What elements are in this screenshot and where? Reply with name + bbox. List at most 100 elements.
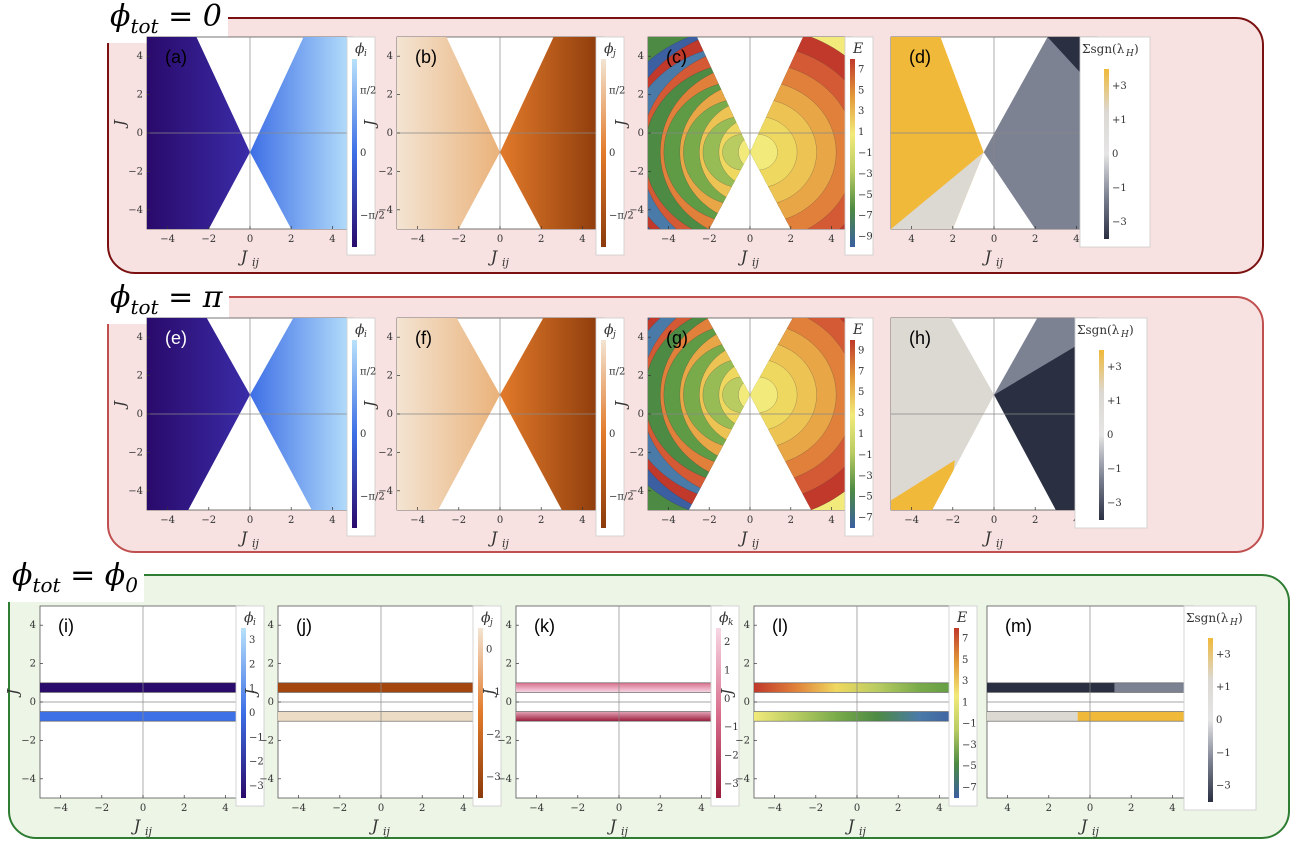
colorbar-title: E xyxy=(852,41,863,57)
x-tick-label: −4 xyxy=(160,234,175,245)
x-axis-label: J xyxy=(982,528,993,547)
y-tick-label: −4 xyxy=(629,205,644,216)
x-tick-label: 0 xyxy=(378,803,384,814)
colorbar-title: Σsgn(λ xyxy=(1186,611,1229,625)
band-upper-left xyxy=(987,682,1115,693)
x-axis-label: J xyxy=(845,816,856,835)
colorbar-tick-label: −1 xyxy=(962,719,977,730)
group-title-phi-tot-0: ϕtot = 0 xyxy=(104,0,228,43)
band-lower-right xyxy=(1077,711,1193,722)
energy-contours xyxy=(648,318,852,510)
y-tick-label: 4 xyxy=(638,51,644,62)
y-tick-label: −4 xyxy=(629,486,644,497)
y-tick-label: −2 xyxy=(378,166,393,177)
panel-label: (a) xyxy=(165,47,187,67)
colorbar-tick-label: π/2 xyxy=(609,85,625,96)
x-tick-label: −4 xyxy=(291,803,306,814)
x-axis-label: J xyxy=(488,528,499,547)
y-tick-label: 0 xyxy=(387,409,393,420)
colorbar-tick-label: +1 xyxy=(1216,682,1231,693)
colorbar-tick-label: +3 xyxy=(1216,649,1231,660)
y-tick-label: 4 xyxy=(137,332,143,343)
panel-label: (c) xyxy=(666,47,687,67)
colorbar-tick-label: −3 xyxy=(724,779,739,790)
y-tick-label: 2 xyxy=(638,371,644,382)
x-tick-label: 2 xyxy=(288,515,294,526)
colorbar-tick-label: −3 xyxy=(1107,498,1122,509)
x-tick-label: 2 xyxy=(1046,803,1052,814)
colorbar-gradient xyxy=(241,628,246,798)
x-axis-label-sub: ij xyxy=(252,256,260,269)
y-tick-label: 2 xyxy=(268,659,274,670)
colorbar-tick-label: 3 xyxy=(858,408,864,419)
x-tick-label: 0 xyxy=(140,803,146,814)
y-axis-label: J xyxy=(361,119,379,129)
y-tick-label: 4 xyxy=(506,620,512,631)
x-tick-label: 2 xyxy=(181,803,187,814)
colorbar-tick-label: 0 xyxy=(609,429,615,440)
y-tick-label: −2 xyxy=(259,735,274,746)
colorbar-tick-label: π/2 xyxy=(360,366,376,377)
colorbar-title-sub: k xyxy=(728,618,733,628)
y-axis-label: J xyxy=(4,688,22,698)
x-axis-label-sub: ij xyxy=(252,537,260,550)
colorbar-tick-label: −1 xyxy=(1107,464,1122,475)
colorbar-tick-label: 7 xyxy=(858,64,864,75)
y-tick-label: −2 xyxy=(629,166,644,177)
panel-label: (l) xyxy=(772,616,788,636)
colorbar-tick-label: +1 xyxy=(1112,115,1127,126)
x-axis-label: J xyxy=(1078,816,1089,835)
y-tick-label: −2 xyxy=(21,735,36,746)
colorbar-title-sub: H xyxy=(1125,49,1134,59)
y-tick-label: 2 xyxy=(387,90,393,101)
y-tick-label: −4 xyxy=(259,774,274,785)
x-axis-label: J xyxy=(131,816,142,835)
y-tick-label: 2 xyxy=(387,371,393,382)
colorbar-title-sub: i xyxy=(364,49,367,59)
colorbar-tick-label: 1 xyxy=(249,684,255,695)
colorbar-title: Σsgn(λ xyxy=(1082,42,1125,56)
colorbar-title: ϕ xyxy=(355,41,365,57)
x-tick-label: 4 xyxy=(329,234,335,245)
x-tick-label: 2 xyxy=(1032,515,1038,526)
panel-label: (k) xyxy=(534,616,555,636)
x-tick-label: 2 xyxy=(950,234,956,245)
x-axis-label: J xyxy=(738,247,749,266)
x-tick-label: 2 xyxy=(657,803,663,814)
y-tick-label: −2 xyxy=(128,166,143,177)
y-tick-label: 0 xyxy=(387,128,393,139)
colorbar-tick-label: −3 xyxy=(1112,217,1127,228)
y-axis-label: J xyxy=(612,119,630,129)
colorbar-tick-label: 2 xyxy=(724,637,730,648)
colorbar-tick-label: +1 xyxy=(1107,396,1122,407)
colorbar-gradient xyxy=(716,628,721,798)
colorbar-tick-label: −π/2 xyxy=(609,211,634,222)
y-tick-label: 2 xyxy=(30,659,36,670)
x-tick-label: 4 xyxy=(579,515,585,526)
x-tick-label: 4 xyxy=(828,515,834,526)
colorbar-gradient xyxy=(850,340,855,528)
panel-label: (g) xyxy=(666,328,688,348)
colorbar-title: ϕ xyxy=(244,610,254,626)
x-tick-label: −2 xyxy=(451,234,466,245)
x-tick-label: 0 xyxy=(991,515,997,526)
y-tick-label: 0 xyxy=(30,697,36,708)
x-tick-label: 0 xyxy=(854,803,860,814)
colorbar-tick-label: 7 xyxy=(858,366,864,377)
colorbar-tick-label: −1 xyxy=(249,732,264,743)
colorbar-i: ϕ i 3 2 1 0 −1 −2 −3 xyxy=(235,605,265,807)
y-tick-label: 2 xyxy=(638,90,644,101)
x-axis-label-sub: ij xyxy=(502,537,510,550)
colorbar-tick-label: −3 xyxy=(962,740,977,751)
colorbar-box xyxy=(844,36,874,256)
panel-e: −4 −2 0 2 4 4 2 0 −2 −4 J J ij (e) xyxy=(111,317,354,550)
x-axis-label-sub: ij xyxy=(502,256,510,269)
y-tick-label: 2 xyxy=(744,659,750,670)
x-tick-label: 4 xyxy=(698,803,704,814)
colorbar-gradient xyxy=(352,340,357,528)
x-tick-label: 4 xyxy=(222,803,228,814)
colorbar-tick-label: 0 xyxy=(724,694,730,705)
x-axis-label: J xyxy=(238,247,249,266)
panel-c: −4 −2 0 2 4 4 2 0 −2 −4 J J ij (c) xyxy=(612,36,853,269)
